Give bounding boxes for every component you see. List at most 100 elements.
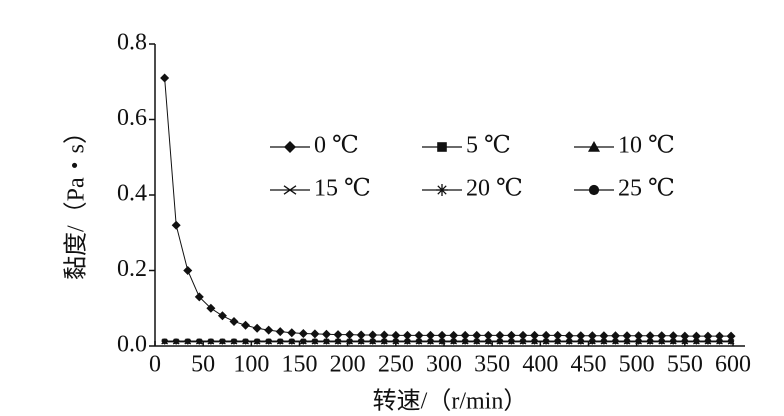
data-point <box>703 331 713 341</box>
data-point <box>370 338 376 344</box>
data-point <box>229 316 239 326</box>
legend-marker <box>436 184 448 196</box>
data-point <box>414 330 424 340</box>
x-tick-label: 100 <box>233 352 269 378</box>
data-point <box>300 338 306 344</box>
data-point <box>254 338 260 344</box>
data-point <box>670 338 676 344</box>
data-point <box>252 323 262 333</box>
data-point <box>612 338 619 344</box>
data-point <box>196 338 202 344</box>
data-point <box>437 330 447 340</box>
x-tick-label: 200 <box>330 352 366 378</box>
data-point <box>622 331 632 341</box>
data-point <box>462 338 468 344</box>
data-point <box>474 338 480 344</box>
legend-marker <box>437 142 447 152</box>
data-point <box>485 338 491 344</box>
data-point <box>495 330 505 340</box>
legend-marker <box>588 141 600 152</box>
x-axis-label: 转速/（r/min） <box>373 388 528 415</box>
data-point <box>657 331 667 341</box>
data-point <box>647 338 653 344</box>
data-point <box>601 338 607 344</box>
x-tick-label: 400 <box>522 352 558 378</box>
data-point <box>402 330 412 340</box>
y-tick-label: 0.2 <box>117 256 147 282</box>
data-point <box>530 330 540 340</box>
legend-marker <box>284 141 296 153</box>
data-point <box>333 330 343 340</box>
data-point <box>208 338 214 344</box>
data-point <box>520 338 526 344</box>
data-point <box>277 338 283 344</box>
data-point <box>555 338 561 344</box>
data-point <box>726 331 736 341</box>
data-point <box>728 338 734 344</box>
data-point <box>426 330 436 340</box>
y-tick-label: 0.4 <box>117 181 147 207</box>
data-point <box>217 311 227 321</box>
data-point <box>553 330 563 340</box>
data-point <box>321 329 331 339</box>
legend-label: 0 ℃ <box>314 133 359 159</box>
data-point <box>358 338 364 344</box>
data-point <box>185 338 191 344</box>
legend-marker <box>588 184 600 196</box>
data-point <box>634 331 644 341</box>
data-point <box>518 330 528 340</box>
data-point <box>323 338 330 344</box>
data-point <box>587 331 597 341</box>
data-point <box>264 325 274 335</box>
y-axis-label: 黏度/（Pa・s） <box>63 120 90 280</box>
data-point <box>532 338 538 344</box>
data-point <box>393 338 399 344</box>
data-point <box>275 327 285 337</box>
data-point <box>578 338 584 344</box>
data-point <box>659 338 665 344</box>
data-point <box>206 303 216 313</box>
data-point <box>298 329 308 339</box>
data-point <box>347 338 353 344</box>
data-point <box>589 338 595 344</box>
data-point <box>356 330 366 340</box>
data-point <box>162 338 168 344</box>
x-tick-label: 600 <box>715 352 751 378</box>
data-point <box>231 338 237 344</box>
data-point <box>472 330 482 340</box>
x-tick-label: 150 <box>282 352 318 378</box>
data-point <box>716 338 723 344</box>
data-point <box>379 330 389 340</box>
data-point <box>404 338 410 344</box>
data-point <box>289 338 295 344</box>
data-point <box>183 266 193 275</box>
data-point <box>693 338 699 344</box>
data-point <box>483 330 493 340</box>
data-point <box>564 331 574 341</box>
legend-label: 10 ℃ <box>618 133 675 159</box>
data-point <box>576 331 586 341</box>
data-point <box>335 338 341 344</box>
data-point <box>241 320 251 330</box>
data-point <box>610 331 620 341</box>
x-tick-label: 250 <box>378 352 414 378</box>
x-tick-label: 350 <box>474 352 510 378</box>
x-tick-label: 550 <box>667 352 703 378</box>
legend-marker <box>283 185 297 195</box>
data-point <box>345 330 355 340</box>
data-point <box>497 338 503 344</box>
data-point <box>173 338 179 344</box>
data-point <box>645 331 655 341</box>
x-tick-label: 500 <box>619 352 655 378</box>
x-tick-label: 450 <box>571 352 607 378</box>
x-tick-label: 0 <box>149 352 161 378</box>
data-point <box>566 338 572 344</box>
y-tick-label: 0.6 <box>117 105 147 131</box>
data-point <box>541 330 551 340</box>
data-point <box>368 330 378 340</box>
data-point <box>391 330 401 340</box>
data-point <box>416 338 422 344</box>
data-point <box>266 338 272 344</box>
data-point <box>287 328 297 338</box>
